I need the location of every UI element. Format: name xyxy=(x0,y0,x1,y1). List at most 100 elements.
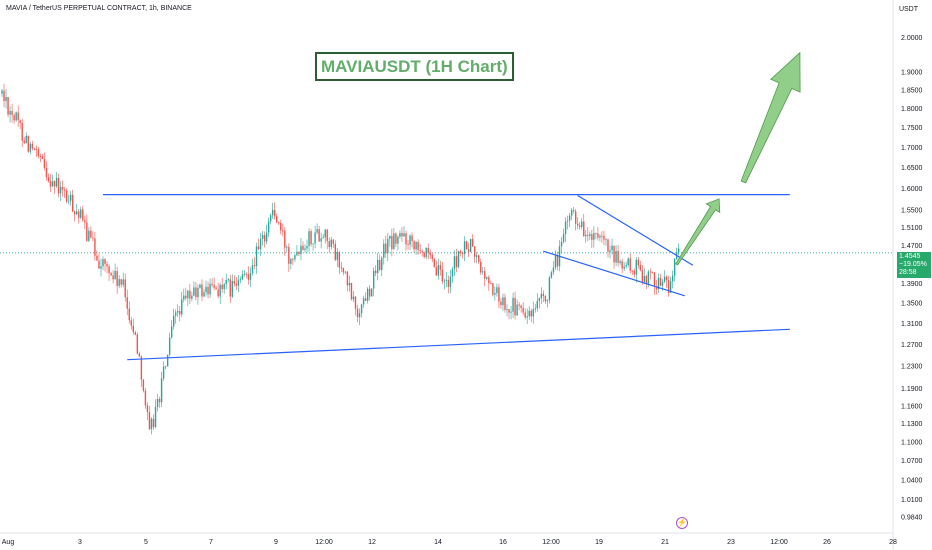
candle-body xyxy=(476,255,478,257)
candle-body xyxy=(486,277,488,279)
candle-body xyxy=(175,312,177,316)
candle-body xyxy=(286,246,288,248)
candle-body xyxy=(655,286,658,290)
candle-body xyxy=(358,313,361,318)
candle-body xyxy=(560,241,563,247)
candle-body xyxy=(465,241,468,250)
currency-label: USDT xyxy=(898,6,918,13)
price-axis[interactable]: 2.0000 1.9000 1.8500 1.8000 1.7500 1.7000 1.65… xyxy=(901,35,923,522)
candle-body xyxy=(611,245,613,251)
price-tick-label: 1.6000 xyxy=(901,186,923,193)
candle-body xyxy=(229,279,231,297)
candle-body xyxy=(625,265,627,267)
price-tick-label: 1.2300 xyxy=(901,364,923,371)
candle-body xyxy=(69,194,72,201)
candle-body xyxy=(110,273,112,276)
price-tick-label: 1.1000 xyxy=(901,439,923,446)
time-tick-label: 5 xyxy=(144,539,148,546)
candle-body xyxy=(102,259,104,267)
candle-body xyxy=(589,234,591,236)
candle-body xyxy=(617,251,619,263)
candle-body xyxy=(209,283,211,295)
candle-body xyxy=(397,236,399,244)
candle-body xyxy=(344,271,347,273)
candle-body xyxy=(639,265,642,271)
candle-body xyxy=(292,259,294,260)
price-tick-label: 1.1900 xyxy=(901,386,923,393)
candle-body xyxy=(383,243,385,258)
candle-body xyxy=(471,238,474,247)
price-tick-label: 1.3900 xyxy=(901,281,923,288)
candle-body xyxy=(641,270,644,283)
lightning-icon[interactable]: ⚡ xyxy=(676,517,688,529)
candle-body xyxy=(334,243,336,260)
candle-body xyxy=(94,238,96,256)
candle-body xyxy=(439,265,442,270)
candle-body xyxy=(389,235,391,239)
candle-body xyxy=(126,297,128,309)
annotation-title[interactable]: MAVIAUSDT (1H Chart) xyxy=(315,52,514,81)
candle-body xyxy=(310,231,312,245)
candle-body xyxy=(130,320,132,326)
small-up-arrow xyxy=(675,198,721,266)
candle-body xyxy=(296,251,298,256)
candle-body xyxy=(96,255,98,261)
candle-body xyxy=(284,230,286,248)
candle-body xyxy=(496,287,498,294)
candle-body xyxy=(63,189,66,191)
price-tick-label: 1.6500 xyxy=(901,165,923,172)
last-price-value: 1.4545 xyxy=(899,253,921,260)
candle-body xyxy=(227,279,229,281)
symbol-header[interactable]: MAVIA / TetherUS PERPETUAL CONTRACT, 1h,… xyxy=(6,5,192,12)
candle-body xyxy=(168,337,171,355)
price-tick-label: 1.2700 xyxy=(901,342,923,349)
time-tick-label: 28 xyxy=(889,539,897,546)
candle-body xyxy=(114,271,116,280)
price-tick-label: 1.1600 xyxy=(901,403,923,410)
price-tick-label: 1.8000 xyxy=(901,106,923,113)
candle-body xyxy=(128,308,130,321)
time-tick-label: 12:00 xyxy=(315,539,333,546)
candle-series xyxy=(1,83,680,435)
candle-body xyxy=(413,241,415,250)
candle-body xyxy=(271,209,274,216)
candle-body xyxy=(160,378,163,403)
candle-body xyxy=(231,281,233,297)
candle-body xyxy=(78,211,80,218)
candle-body xyxy=(35,149,38,150)
candle-body xyxy=(669,281,672,293)
candle-body xyxy=(554,255,557,268)
candle-body xyxy=(274,209,276,217)
candle-body xyxy=(631,270,633,272)
price-tick-label: 0.9840 xyxy=(901,515,923,522)
candle-body xyxy=(108,266,110,274)
candle-body xyxy=(300,245,302,255)
candle-body xyxy=(23,140,25,143)
candle-body xyxy=(170,326,173,338)
candle-body xyxy=(480,261,482,273)
candle-body xyxy=(181,299,183,315)
candle-body xyxy=(461,252,464,254)
candle-body xyxy=(84,220,86,223)
candle-body xyxy=(522,308,524,313)
time-axis[interactable]: Aug 3 5 7 9 12:00 12 14 16 12:00 19 21 23 12:00 26 28 xyxy=(2,539,897,546)
candle-body xyxy=(25,135,27,143)
candle-body xyxy=(540,293,543,299)
candle-body xyxy=(152,418,155,427)
candle-body xyxy=(615,251,617,263)
price-tick-label: 1.3100 xyxy=(901,321,923,328)
candle-body xyxy=(86,222,88,241)
candle-body xyxy=(377,259,379,274)
candle-body xyxy=(265,232,268,242)
candle-body xyxy=(583,221,585,237)
candle-body xyxy=(138,353,141,357)
time-tick-label: 14 xyxy=(434,539,442,546)
candle-body xyxy=(613,245,615,263)
candle-body xyxy=(498,287,500,302)
candle-body xyxy=(360,304,363,314)
candle-body xyxy=(195,287,197,298)
time-tick-label: 12:00 xyxy=(542,539,560,546)
candle-body xyxy=(643,276,646,283)
candle-body xyxy=(247,274,250,280)
